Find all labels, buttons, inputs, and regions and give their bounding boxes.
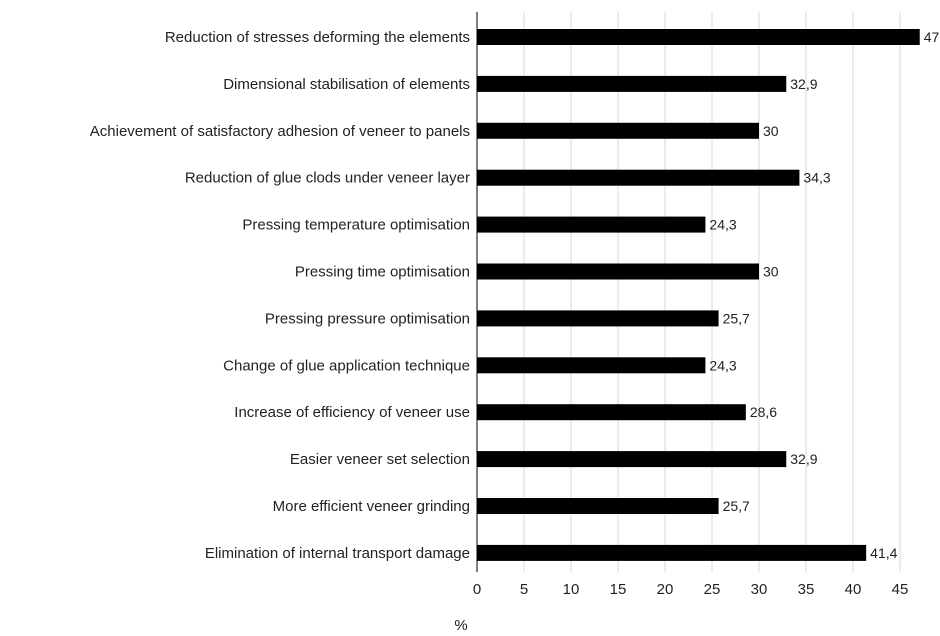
bar — [477, 310, 719, 327]
bar — [477, 357, 706, 374]
value-label: 32,9 — [790, 76, 817, 92]
value-label: 47,1 — [924, 29, 940, 45]
category-labels: Reduction of stresses deforming the elem… — [90, 29, 470, 562]
bar — [477, 263, 759, 280]
bar — [477, 122, 759, 139]
grid-lines — [523, 12, 901, 572]
x-tick-labels: 0 5 10 15 20 25 30 35 40 45 — [473, 581, 909, 598]
category-label: Pressing pressure optimisation — [265, 310, 470, 327]
bar — [477, 169, 800, 186]
bar — [477, 75, 787, 92]
bar — [477, 451, 787, 468]
category-label: Easier veneer set selection — [290, 451, 470, 468]
category-label: Dimensional stabilisation of elements — [223, 76, 470, 93]
x-tick-label: 45 — [892, 581, 909, 598]
category-label: Pressing temperature optimisation — [242, 217, 470, 234]
category-label: Achievement of satisfactory adhesion of … — [90, 123, 470, 140]
x-tick-label: 15 — [610, 581, 627, 598]
value-label: 24,3 — [709, 217, 736, 233]
category-label: Increase of efficiency of veneer use — [234, 404, 470, 421]
category-label: Elimination of internal transport damage — [205, 545, 470, 562]
bars — [477, 29, 920, 561]
category-label: Pressing time optimisation — [295, 264, 470, 281]
value-label: 30 — [763, 264, 779, 280]
value-label: 30 — [763, 123, 779, 139]
x-axis-label: % — [454, 617, 467, 634]
x-tick-label: 30 — [751, 581, 768, 598]
bar — [477, 29, 920, 45]
bar — [477, 498, 719, 514]
x-tick-label: 10 — [563, 581, 580, 598]
x-tick-label: 25 — [704, 581, 721, 598]
value-label: 25,7 — [723, 498, 750, 514]
x-tick-label: 35 — [798, 581, 815, 598]
value-label: 41,4 — [870, 545, 897, 561]
category-label: Reduction of glue clods under veneer lay… — [185, 170, 470, 187]
value-label: 34,3 — [803, 170, 830, 186]
x-tick-label: 0 — [473, 581, 481, 598]
x-tick-label: 20 — [657, 581, 674, 598]
value-label: 28,6 — [750, 404, 777, 420]
category-label: Change of glue application technique — [223, 357, 470, 374]
x-tick-label: 40 — [845, 581, 862, 598]
value-label: 32,9 — [790, 451, 817, 467]
x-tick-label: 5 — [520, 581, 528, 598]
category-label: More efficient veneer grinding — [273, 498, 470, 515]
category-label: Reduction of stresses deforming the elem… — [165, 29, 470, 46]
bar — [477, 216, 706, 233]
value-label: 24,3 — [709, 357, 736, 373]
bar — [477, 404, 746, 421]
value-label: 25,7 — [723, 310, 750, 326]
bar — [477, 544, 867, 561]
value-labels: 47,1 32,9 30 34,3 24,3 30 25,7 24,3 28,6 32,9 25,7… — [709, 29, 940, 561]
